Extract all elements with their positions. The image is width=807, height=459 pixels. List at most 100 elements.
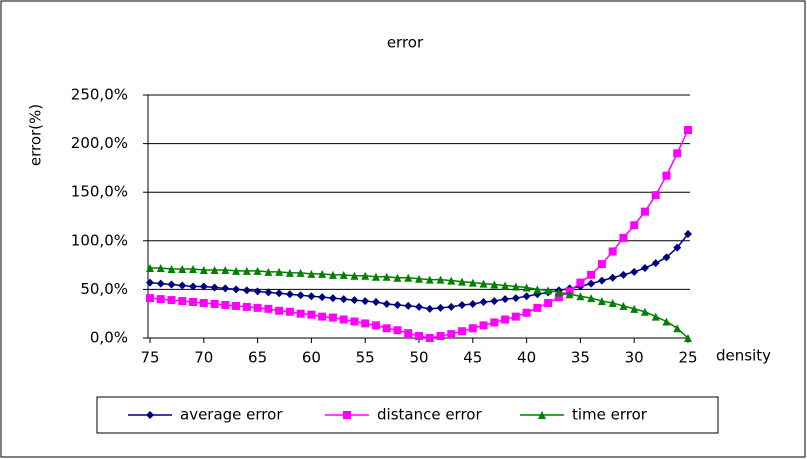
marker (447, 302, 456, 311)
marker (307, 292, 316, 301)
marker (684, 334, 692, 342)
marker (436, 303, 445, 312)
marker (425, 334, 434, 342)
marker (178, 264, 187, 273)
marker (382, 324, 391, 333)
marker (468, 278, 477, 287)
legend-box (96, 396, 719, 434)
x-tick-label: 50 (409, 349, 428, 367)
marker (576, 278, 585, 287)
marker (554, 288, 563, 297)
marker (264, 288, 273, 297)
x-tick-label: 25 (678, 349, 697, 367)
marker (684, 229, 692, 238)
marker (544, 286, 553, 295)
marker (232, 285, 241, 294)
marker (350, 296, 359, 305)
marker (554, 293, 563, 302)
marker (393, 326, 402, 335)
marker (296, 268, 305, 277)
marker (511, 282, 520, 291)
legend-label: distance error (377, 406, 482, 424)
marker (640, 264, 649, 273)
marker (597, 297, 606, 306)
marker (156, 295, 165, 304)
marker (479, 298, 488, 307)
marker (619, 301, 628, 310)
marker (458, 277, 467, 286)
marker (242, 286, 251, 295)
marker (415, 332, 423, 341)
marker (178, 297, 187, 306)
marker (468, 324, 477, 333)
marker (350, 271, 359, 280)
marker (415, 302, 423, 311)
marker (189, 282, 198, 291)
marker (199, 299, 208, 308)
marker (328, 313, 337, 322)
marker (307, 310, 316, 319)
marker (146, 264, 154, 273)
marker (522, 283, 531, 292)
y-tick-label: 250,0% (71, 86, 128, 104)
marker (630, 221, 639, 230)
marker (587, 279, 596, 288)
marker (447, 330, 456, 339)
marker (264, 304, 273, 313)
marker (156, 264, 165, 273)
marker (404, 273, 413, 282)
x-tick-label: 55 (356, 349, 375, 367)
marker (630, 267, 639, 276)
marker (285, 268, 294, 277)
marker (587, 270, 596, 279)
x-tick-label: 30 (625, 349, 644, 367)
marker (608, 247, 617, 256)
marker (296, 291, 305, 300)
marker (479, 321, 488, 330)
marker (253, 303, 262, 312)
x-axis-label: density (716, 347, 771, 365)
y-tick-label: 150,0% (71, 183, 128, 201)
marker (328, 270, 337, 279)
marker (285, 307, 294, 316)
marker (662, 253, 671, 262)
marker (404, 301, 413, 310)
marker (651, 312, 660, 321)
marker (221, 265, 230, 274)
marker (307, 269, 316, 278)
marker (673, 149, 682, 158)
marker (253, 287, 262, 296)
marker (544, 299, 553, 308)
marker (361, 297, 370, 306)
marker (640, 307, 649, 316)
marker (285, 290, 294, 299)
marker (339, 295, 348, 304)
marker (221, 284, 230, 293)
chart-title: error (387, 34, 424, 52)
marker (339, 270, 348, 279)
marker (232, 301, 241, 310)
marker (576, 292, 585, 301)
marker (501, 281, 510, 290)
marker (253, 266, 262, 275)
marker (275, 306, 284, 315)
marker (458, 327, 467, 336)
legend-label: average error (180, 406, 283, 424)
marker (382, 272, 391, 281)
marker (425, 304, 434, 313)
marker (393, 273, 402, 282)
marker (425, 275, 434, 284)
marker (608, 273, 617, 282)
marker (199, 265, 208, 274)
marker (167, 280, 176, 289)
marker (522, 292, 531, 301)
y-tick-label: 50,0% (80, 280, 128, 298)
marker (662, 317, 671, 326)
marker (167, 264, 176, 273)
marker (361, 319, 370, 328)
marker (178, 281, 187, 290)
marker (673, 243, 682, 252)
marker (490, 297, 499, 306)
marker (511, 294, 520, 303)
